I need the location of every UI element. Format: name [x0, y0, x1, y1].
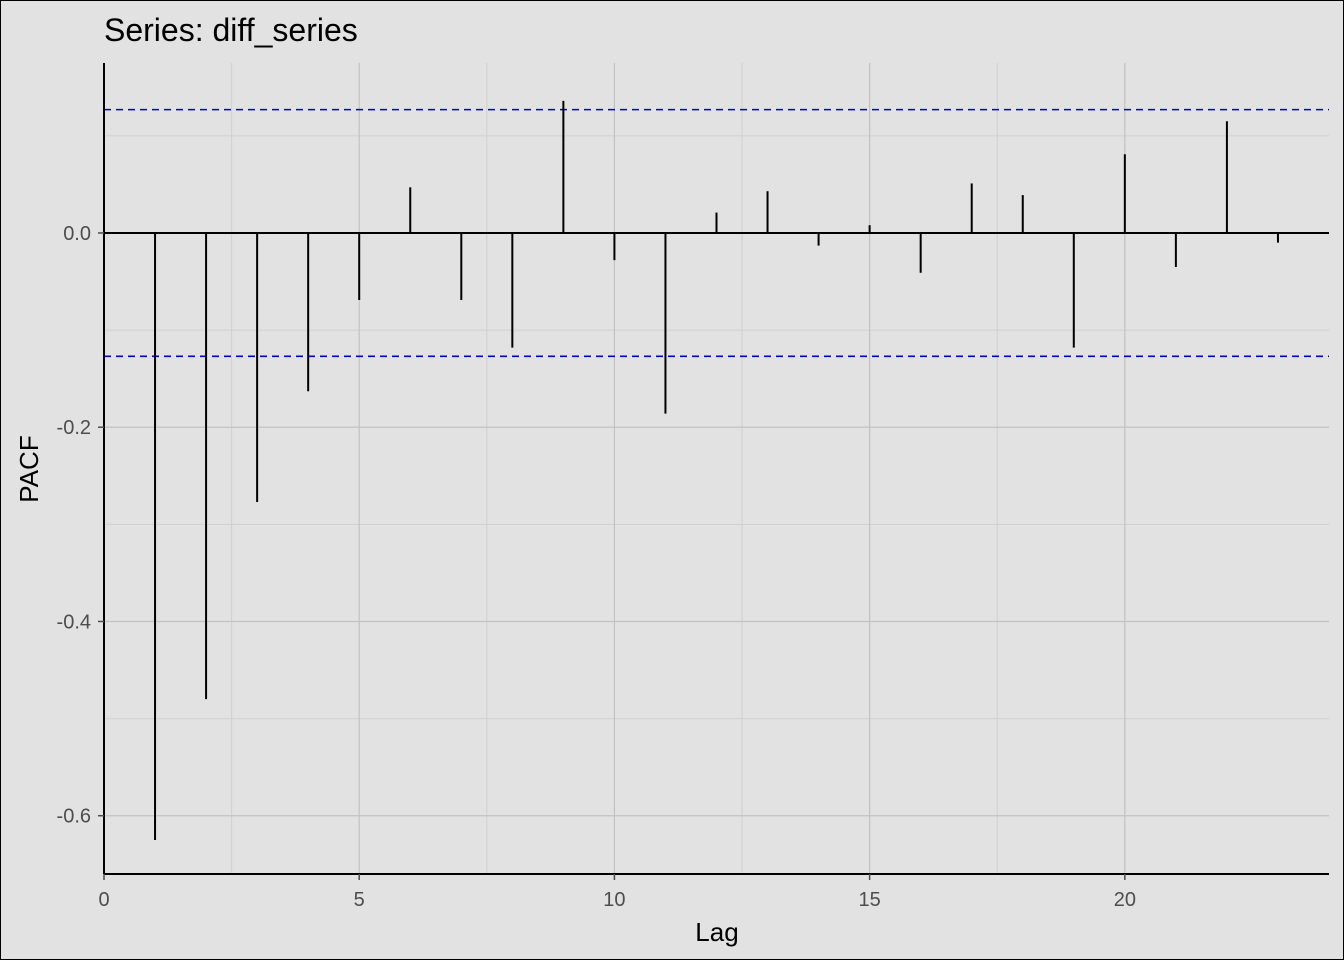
grid-lines	[103, 63, 1329, 874]
y-tick-label: -0.2	[57, 417, 91, 439]
y-tick-label: -0.4	[57, 611, 91, 633]
x-tick-label: 10	[603, 889, 625, 911]
x-tick-label: 0	[98, 889, 109, 911]
pacf-bars	[154, 100, 1279, 841]
y-axis-label: PACF	[14, 435, 44, 502]
x-axis-ticks: 0 5 10 15 20	[98, 874, 1136, 911]
y-axis-ticks: -0.6 -0.4 -0.2 0.0	[57, 223, 104, 828]
x-axis-label: Lag	[695, 917, 738, 947]
x-tick-label: 20	[1114, 889, 1136, 911]
x-tick-label: 5	[354, 889, 365, 911]
x-tick-label: 15	[859, 889, 881, 911]
chart-title: Series: diff_series	[104, 12, 358, 48]
y-tick-label: 0.0	[63, 223, 91, 245]
plot-background	[104, 63, 1329, 874]
y-tick-label: -0.6	[57, 806, 91, 828]
